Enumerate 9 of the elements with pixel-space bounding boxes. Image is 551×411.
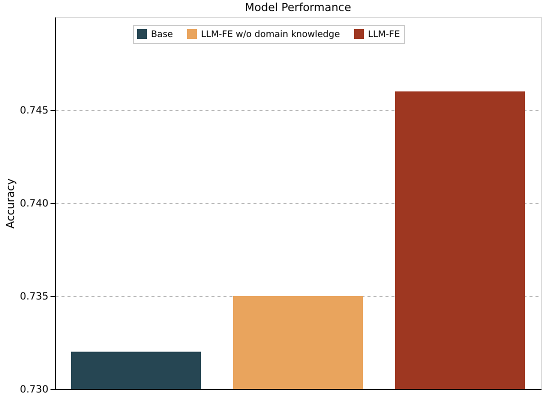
- y-axis-title: Accuracy: [4, 178, 17, 229]
- y-tick-label: 0.730: [20, 384, 48, 396]
- chart-title: Model Performance: [244, 1, 352, 14]
- legend-label: LLM-FE: [368, 30, 400, 40]
- y-tick-label: 0.740: [20, 198, 48, 210]
- legend-label: Base: [151, 30, 174, 40]
- legend-label: LLM-FE w/o domain knowledge: [201, 30, 340, 40]
- y-tick-label: 0.735: [20, 292, 48, 302]
- y-tick-label: 0.745: [20, 106, 48, 116]
